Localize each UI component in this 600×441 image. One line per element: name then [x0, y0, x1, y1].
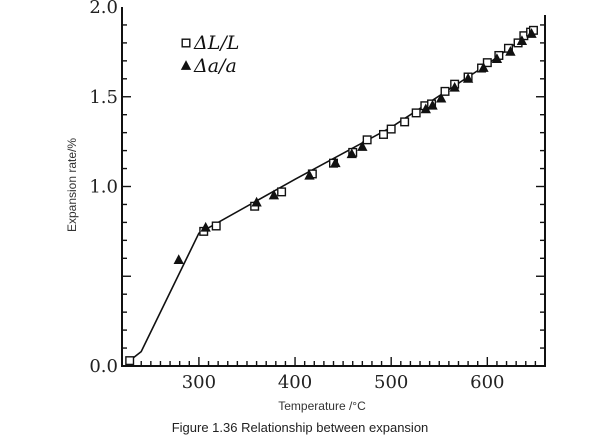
figure-caption: Figure 1.36 Relationship between expansi…	[171, 420, 429, 435]
legend-triangle-marker	[180, 60, 192, 70]
data-marks	[125, 25, 538, 366]
y-tick-label: 1.0	[89, 177, 118, 198]
data-point-triangle	[491, 53, 503, 63]
legend-label-da-a: Δa/a	[193, 55, 237, 77]
plot-frame	[121, 7, 546, 367]
data-point-square	[277, 187, 287, 197]
data-point-triangle	[251, 196, 262, 207]
data-point-square	[378, 129, 388, 139]
data-point-triangle	[516, 35, 528, 46]
data-point-triangle	[478, 62, 489, 72]
data-point-square	[440, 86, 450, 96]
data-point-triangle	[357, 141, 368, 151]
legend-label-dL-L: ΔL/L	[193, 32, 239, 54]
data-point-square	[411, 108, 421, 118]
data-point-square	[400, 117, 410, 127]
data-point-triangle	[462, 72, 474, 83]
x-tick-label: 400	[278, 372, 312, 393]
data-point-triangle	[304, 169, 315, 180]
data-point-square	[362, 135, 372, 145]
x-tick-label: 500	[374, 372, 408, 393]
fit-line	[129, 29, 534, 362]
data-point-triangle	[427, 99, 438, 110]
legend: ΔL/LΔa/a	[180, 32, 239, 77]
data-point-triangle	[505, 46, 516, 56]
data-point-triangle	[346, 148, 357, 159]
fit-line-group	[129, 29, 534, 362]
y-axis-label: Expansion rate/%	[65, 138, 79, 232]
data-point-triangle	[268, 189, 280, 200]
axis-ticks	[122, 24, 545, 366]
tick-labels: 300 400 500 600 0.0 1.0 1.5 2.0	[89, 0, 504, 393]
y-tick-label: 2.0	[89, 0, 118, 18]
series-da-a	[173, 28, 537, 264]
data-point-triangle	[526, 28, 537, 38]
data-point-square	[386, 124, 396, 134]
data-point-triangle	[436, 92, 447, 103]
data-point-square	[211, 221, 221, 231]
data-point-triangle	[200, 221, 211, 232]
data-point-triangle	[330, 157, 341, 168]
x-axis-label: Temperature /°C	[278, 399, 366, 413]
axes-frame	[121, 7, 546, 367]
y-tick-label: 1.5	[89, 87, 118, 108]
y-tick-label: 0.0	[89, 356, 118, 377]
series-dL-L	[125, 25, 538, 366]
data-point-square	[125, 356, 135, 366]
legend-square-marker	[181, 38, 191, 48]
x-tick-label: 600	[470, 372, 504, 393]
x-tick-label: 300	[182, 372, 216, 393]
data-point-triangle	[449, 81, 460, 92]
data-point-triangle	[173, 254, 184, 264]
